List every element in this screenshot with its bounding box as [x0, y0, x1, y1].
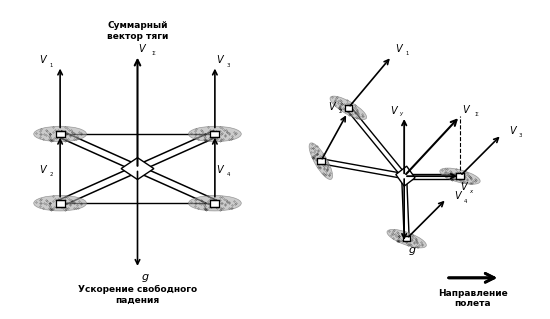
Text: $_3$: $_3$: [226, 61, 231, 70]
Text: $V$: $V$: [462, 103, 471, 115]
Text: $_2$: $_2$: [338, 108, 343, 116]
Text: $V$: $V$: [328, 100, 337, 112]
Text: $_1$: $_1$: [405, 49, 410, 58]
Text: $_1$: $_1$: [50, 61, 54, 70]
Text: $g$: $g$: [141, 272, 150, 284]
Bar: [345, 105, 352, 111]
Text: Направление
полета: Направление полета: [438, 289, 508, 308]
Text: Ускорение свободного
падения: Ускорение свободного падения: [78, 285, 197, 305]
Ellipse shape: [189, 196, 241, 211]
Polygon shape: [121, 158, 154, 180]
Text: $_y$: $_y$: [399, 111, 404, 119]
Polygon shape: [396, 166, 415, 186]
Ellipse shape: [309, 143, 333, 180]
Ellipse shape: [189, 126, 241, 142]
Text: $V$: $V$: [395, 42, 405, 54]
Text: $_4$: $_4$: [226, 171, 231, 179]
Ellipse shape: [440, 168, 480, 184]
Text: $_\Sigma$: $_\Sigma$: [151, 49, 157, 58]
Text: $V$: $V$: [39, 163, 48, 174]
Text: $V$: $V$: [216, 53, 225, 65]
Text: $V$: $V$: [139, 41, 147, 54]
Bar: [210, 200, 219, 207]
Ellipse shape: [387, 229, 426, 248]
Text: $V$: $V$: [460, 180, 469, 192]
Text: $_\Sigma$: $_\Sigma$: [474, 110, 480, 119]
Bar: [210, 130, 219, 137]
Text: $_4$: $_4$: [463, 197, 469, 206]
Ellipse shape: [34, 196, 86, 211]
Text: $g$: $g$: [408, 245, 417, 257]
Bar: [56, 130, 65, 137]
Ellipse shape: [34, 126, 86, 142]
Text: $V$: $V$: [389, 103, 399, 115]
Text: $V$: $V$: [216, 163, 225, 174]
Bar: [56, 200, 65, 207]
Text: $_3$: $_3$: [518, 131, 524, 140]
Ellipse shape: [330, 96, 367, 120]
Bar: [456, 174, 464, 179]
Text: $_x$: $_x$: [469, 188, 474, 196]
Text: $_2$: $_2$: [50, 171, 54, 179]
Text: $V$: $V$: [454, 189, 463, 201]
Text: $V$: $V$: [39, 53, 48, 65]
Bar: [403, 236, 410, 241]
Text: Суммарный
вектор тяги: Суммарный вектор тяги: [107, 21, 168, 41]
Text: $V$: $V$: [509, 123, 518, 136]
Bar: [317, 159, 324, 164]
